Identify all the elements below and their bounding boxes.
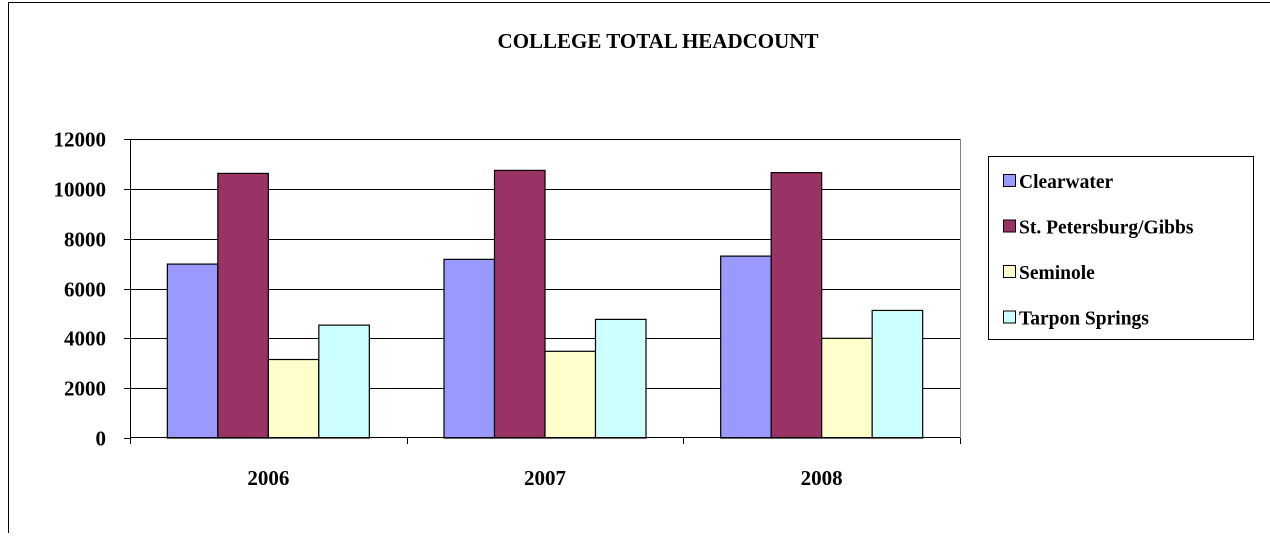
y-tick-label: 4000 (64, 327, 106, 351)
bar-tarpon-springs-2008 (872, 310, 923, 438)
legend-label: Clearwater (1019, 172, 1114, 193)
bar-clearwater-2006 (167, 264, 218, 438)
legend-swatch (1004, 311, 1016, 323)
y-tick-label: 12000 (54, 128, 107, 152)
bar-st-petersburg-gibbs-2006 (218, 173, 268, 438)
chart-title: COLLEGE TOTAL HEADCOUNT (498, 29, 819, 53)
bar-seminole-2007 (545, 351, 596, 438)
legend-swatch (1004, 220, 1016, 232)
y-tick-label: 2000 (64, 377, 106, 401)
legend-label: Tarpon Springs (1019, 309, 1149, 330)
bar-st-petersburg-gibbs-2007 (495, 170, 546, 438)
x-tick-label: 2006 (247, 466, 289, 490)
legend-swatch (1004, 266, 1016, 278)
legend-label: St. Petersburg/Gibbs (1019, 218, 1194, 239)
bar-tarpon-springs-2007 (596, 319, 647, 438)
y-tick-label: 8000 (64, 228, 106, 252)
bar-clearwater-2007 (444, 259, 495, 438)
bar-clearwater-2008 (721, 256, 772, 438)
x-tick-label: 2008 (801, 466, 843, 490)
y-tick-label: 6000 (64, 278, 106, 302)
bar-seminole-2008 (822, 338, 873, 438)
legend: Clearwater St. Petersburg/Gibbs Seminole Ta… (989, 157, 1254, 340)
legend-swatch (1004, 175, 1016, 187)
y-tick-label: 10000 (54, 178, 107, 202)
legend-label: Seminole (1019, 263, 1095, 284)
bar-st-petersburg-gibbs-2008 (771, 173, 822, 438)
bar-tarpon-springs-2006 (319, 325, 370, 438)
x-tick-label: 2007 (524, 466, 566, 490)
bar-seminole-2006 (268, 360, 319, 438)
y-tick-label: 0 (96, 427, 107, 451)
